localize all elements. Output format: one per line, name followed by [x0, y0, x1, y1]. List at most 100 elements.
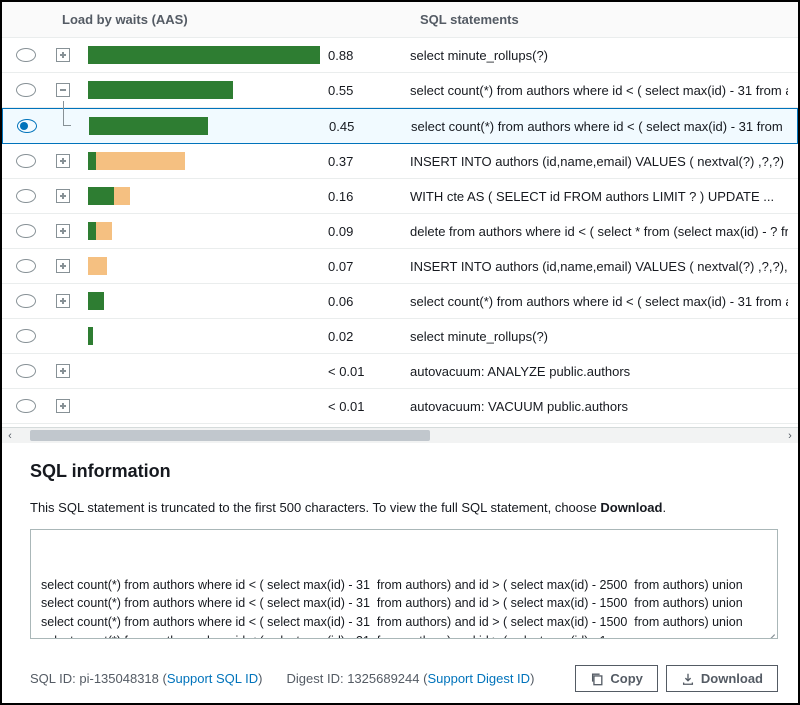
sql-statement-cell[interactable]: select count(*) from authors where id < … — [411, 119, 787, 134]
download-icon — [681, 672, 695, 686]
sql-line: select count(*) from authors where id < … — [41, 594, 767, 613]
expand-icon[interactable] — [56, 48, 70, 62]
collapse-icon[interactable] — [56, 83, 70, 97]
load-bar — [88, 222, 320, 240]
load-bar — [89, 117, 321, 135]
scrollbar-thumb[interactable] — [30, 430, 430, 441]
load-bar — [88, 362, 320, 380]
row-radio[interactable] — [16, 48, 36, 62]
expand-icon[interactable] — [56, 154, 70, 168]
bar-segment — [88, 187, 114, 205]
table-row[interactable]: 0.06select count(*) from authors where i… — [2, 284, 798, 319]
row-radio[interactable] — [16, 154, 36, 168]
load-bar — [88, 81, 320, 99]
table-row[interactable]: 0.09delete from authors where id < ( sel… — [2, 214, 798, 249]
sql-statement-cell[interactable]: autovacuum: ANALYZE public.authors — [410, 364, 788, 379]
row-radio[interactable] — [17, 119, 37, 133]
sql-textarea[interactable]: select count(*) from authors where id < … — [30, 529, 778, 639]
table-row[interactable]: 0.37INSERT INTO authors (id,name,email) … — [2, 144, 798, 179]
row-radio[interactable] — [16, 189, 36, 203]
table-row[interactable]: < 0.01autovacuum: ANALYZE public.authors — [2, 354, 798, 389]
expand-placeholder — [56, 329, 70, 343]
support-digest-id-link[interactable]: Support Digest ID — [427, 671, 530, 686]
sql-statement-text: INSERT INTO authors (id,name,email) VALU… — [410, 154, 784, 169]
sql-statement-text: autovacuum: VACUUM public.authors — [410, 399, 628, 414]
row-radio[interactable] — [16, 399, 36, 413]
sql-load-table: Load by waits (AAS) SQL statements 0.88s… — [2, 2, 798, 427]
column-header-sql[interactable]: SQL statements — [420, 12, 798, 27]
horizontal-scrollbar[interactable]: ‹ › — [2, 427, 798, 443]
load-value: 0.07 — [320, 259, 410, 274]
table-row[interactable]: 0.07INSERT INTO authors (id,name,email) … — [2, 249, 798, 284]
sql-statement-text: WITH cte AS ( SELECT id FROM authors LIM… — [410, 189, 774, 204]
row-radio[interactable] — [16, 259, 36, 273]
support-sql-id-link[interactable]: Support SQL ID — [167, 671, 258, 686]
sql-statement-cell[interactable]: WITH cte AS ( SELECT id FROM authors LIM… — [410, 189, 788, 204]
load-value: 0.06 — [320, 294, 410, 309]
load-bar — [88, 257, 320, 275]
column-header-load[interactable]: Load by waits (AAS) — [62, 12, 420, 27]
load-value: 0.55 — [320, 83, 410, 98]
expand-icon[interactable] — [56, 224, 70, 238]
sql-statement-cell[interactable]: select minute_rollups(?) — [410, 48, 788, 63]
load-bar — [88, 152, 320, 170]
bar-segment — [88, 257, 107, 275]
load-value: 0.88 — [320, 48, 410, 63]
bar-segment — [96, 222, 112, 240]
load-value: 0.37 — [320, 154, 410, 169]
table-row[interactable]: 0.45select count(*) from authors where i… — [2, 108, 798, 144]
expand-icon[interactable] — [56, 259, 70, 273]
scroll-left-icon[interactable]: ‹ — [2, 430, 18, 442]
row-radio[interactable] — [16, 224, 36, 238]
load-value: < 0.01 — [320, 364, 410, 379]
load-bar — [88, 292, 320, 310]
sql-statement-text: INSERT INTO authors (id,name,email) VALU… — [410, 259, 788, 274]
sql-information-panel: SQL information This SQL statement is tr… — [2, 443, 798, 651]
sql-line: select count(*) from authors where id < … — [41, 632, 767, 639]
expand-icon[interactable] — [56, 364, 70, 378]
bar-segment — [88, 292, 104, 310]
table-row[interactable]: 0.55select count(*) from authors where i… — [2, 73, 798, 108]
sql-statement-text: select count(*) from authors where id < … — [411, 119, 787, 134]
expand-icon[interactable] — [56, 189, 70, 203]
panel-title: SQL information — [30, 461, 778, 482]
sql-statement-cell[interactable]: INSERT INTO authors (id,name,email) VALU… — [410, 259, 788, 274]
tree-connector-icon — [57, 119, 71, 133]
table-row[interactable]: 0.02select minute_rollups(?) — [2, 319, 798, 354]
scroll-right-icon[interactable]: › — [782, 430, 798, 442]
sql-statement-cell[interactable]: select count(*) from authors where id < … — [410, 83, 788, 98]
sql-statement-cell[interactable]: select count(*) from authors where id < … — [410, 294, 788, 309]
bar-segment — [88, 81, 233, 99]
load-bar — [88, 46, 320, 64]
bar-segment — [88, 222, 96, 240]
sql-line: select count(*) from authors where id < … — [41, 576, 767, 595]
row-radio[interactable] — [16, 83, 36, 97]
row-radio[interactable] — [16, 364, 36, 378]
resize-grip-icon[interactable] — [765, 626, 775, 636]
bar-segment — [88, 327, 93, 345]
row-radio[interactable] — [16, 329, 36, 343]
load-bar — [88, 187, 320, 205]
load-value: < 0.01 — [320, 399, 410, 414]
sql-statement-text: select count(*) from authors where id < … — [410, 83, 788, 98]
copy-button[interactable]: Copy — [575, 665, 658, 692]
sql-statement-cell[interactable]: select minute_rollups(?) — [410, 329, 788, 344]
sql-statement-cell[interactable]: INSERT INTO authors (id,name,email) VALU… — [410, 154, 788, 169]
expand-icon[interactable] — [56, 399, 70, 413]
table-row[interactable]: < 0.01autovacuum: VACUUM public.authors — [2, 389, 798, 424]
bar-segment — [88, 46, 320, 64]
sql-statement-cell[interactable]: autovacuum: VACUUM public.authors — [410, 399, 788, 414]
sql-statement-text: autovacuum: ANALYZE public.authors — [410, 364, 630, 379]
row-radio[interactable] — [16, 294, 36, 308]
download-button[interactable]: Download — [666, 665, 778, 692]
load-bar — [88, 327, 320, 345]
bar-segment — [96, 152, 186, 170]
expand-icon[interactable] — [56, 294, 70, 308]
bar-segment — [89, 117, 208, 135]
table-row[interactable]: 0.16WITH cte AS ( SELECT id FROM authors… — [2, 179, 798, 214]
table-header-row: Load by waits (AAS) SQL statements — [2, 2, 798, 38]
copy-icon — [590, 672, 604, 686]
sql-statement-cell[interactable]: delete from authors where id < ( select … — [410, 224, 788, 239]
bar-segment — [114, 187, 130, 205]
table-row[interactable]: 0.88select minute_rollups(?) — [2, 38, 798, 73]
